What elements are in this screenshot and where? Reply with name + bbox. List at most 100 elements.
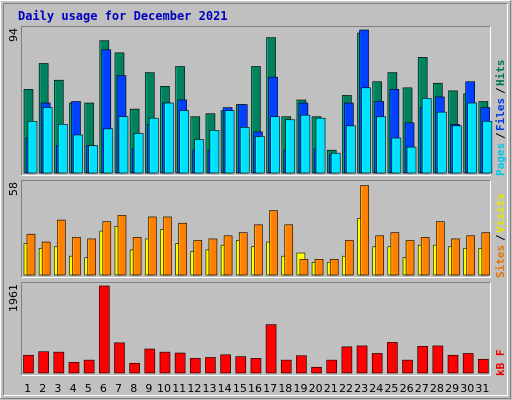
bar — [132, 237, 142, 276]
bar — [432, 345, 444, 374]
chart-title: Daily usage for December 2021 — [18, 9, 228, 23]
legend-item: Files — [494, 98, 507, 131]
x-tick-label: 13 — [203, 382, 217, 395]
bar — [417, 346, 428, 374]
x-tick-label: 29 — [445, 382, 459, 395]
bar — [254, 224, 263, 276]
bar — [284, 224, 294, 276]
bar — [99, 285, 110, 374]
bar-fill — [239, 127, 250, 174]
bar — [163, 216, 172, 276]
bar-fill — [421, 98, 432, 174]
bar-fill — [452, 125, 462, 174]
bar-fill — [26, 233, 36, 276]
bar-fill — [341, 346, 353, 374]
bar-fill — [102, 221, 112, 276]
bar-fill — [432, 345, 444, 374]
bar-fill — [88, 145, 98, 174]
bar-fill — [390, 232, 400, 276]
bar — [421, 98, 432, 174]
bar-fill — [38, 351, 49, 374]
panel-border — [21, 180, 491, 278]
bar — [164, 102, 174, 174]
bar — [436, 221, 445, 276]
x-tick-label: 31 — [475, 382, 489, 395]
bar-fill — [118, 116, 129, 174]
bar-fill — [466, 235, 475, 276]
bar — [208, 238, 218, 276]
bar — [346, 125, 356, 174]
bar-fill — [208, 238, 218, 276]
bar — [174, 352, 186, 374]
bar-fill — [129, 362, 140, 374]
x-tick-label: 4 — [70, 382, 77, 395]
bar — [102, 221, 112, 276]
bar — [356, 345, 368, 374]
bar — [452, 125, 462, 174]
bar-fill — [178, 222, 187, 276]
bar — [299, 259, 309, 276]
bar — [27, 120, 38, 174]
bar — [447, 354, 459, 374]
legend-item: Visits — [494, 193, 507, 233]
bar-fill — [189, 358, 201, 374]
bar — [341, 346, 353, 374]
bar — [345, 240, 354, 276]
bar-fill — [371, 353, 383, 374]
bar-fill — [174, 352, 186, 374]
bar — [129, 362, 140, 374]
bar-fill — [224, 110, 235, 174]
bar-fill — [311, 366, 322, 374]
bar — [133, 133, 144, 174]
bar — [72, 237, 81, 276]
bar-fill — [144, 348, 156, 374]
bar — [114, 342, 125, 374]
x-tick-label: 1 — [24, 382, 31, 395]
bar — [38, 351, 49, 374]
bar — [42, 107, 53, 174]
bar — [285, 119, 296, 174]
x-axis-labels: 1 2 3 4 5 6 7 8 9 10 11 12 13 14 15 16 17 18 19 20 21 22 23 24 2… — [24, 382, 489, 395]
panel-legend: kB F — [494, 350, 507, 377]
x-tick-label: 25 — [384, 382, 398, 395]
bar — [315, 117, 326, 174]
bar-fill — [117, 215, 127, 276]
bar-fill — [314, 259, 324, 276]
x-tick-label: 11 — [172, 382, 186, 395]
panel-max-label: 58 — [7, 182, 20, 196]
legend-item: Hits — [494, 60, 507, 87]
bar — [239, 127, 250, 174]
bar-fill — [360, 185, 369, 276]
bar-fill — [57, 219, 66, 276]
bar — [406, 146, 417, 174]
legend-separator: / — [494, 234, 507, 241]
bar-fill — [83, 359, 95, 374]
bar-fill — [238, 232, 248, 276]
bar — [255, 136, 265, 174]
legend-item: Sites — [494, 245, 507, 278]
bar-fill — [23, 354, 34, 374]
bar — [360, 185, 369, 276]
bar-fill — [223, 235, 233, 276]
bar — [179, 110, 189, 174]
bar-fill — [265, 324, 277, 374]
bar-fill — [220, 354, 231, 374]
legend-item: kB F — [494, 350, 507, 377]
bar — [405, 240, 415, 276]
bar — [205, 357, 216, 374]
bar — [311, 366, 322, 374]
bar — [88, 145, 98, 174]
x-tick-label: 21 — [324, 382, 338, 395]
bar-fill — [376, 116, 387, 174]
bar-fill — [284, 224, 294, 276]
bar-fill — [103, 128, 114, 174]
bar — [57, 219, 66, 276]
bar-fill — [406, 146, 417, 174]
bar-fill — [326, 359, 338, 374]
legend-item: Pages — [494, 143, 507, 176]
x-tick-label: 27 — [415, 382, 429, 395]
bar — [224, 110, 235, 174]
bar-fill — [330, 152, 341, 174]
x-tick-label: 24 — [369, 382, 383, 395]
bar — [26, 233, 36, 276]
